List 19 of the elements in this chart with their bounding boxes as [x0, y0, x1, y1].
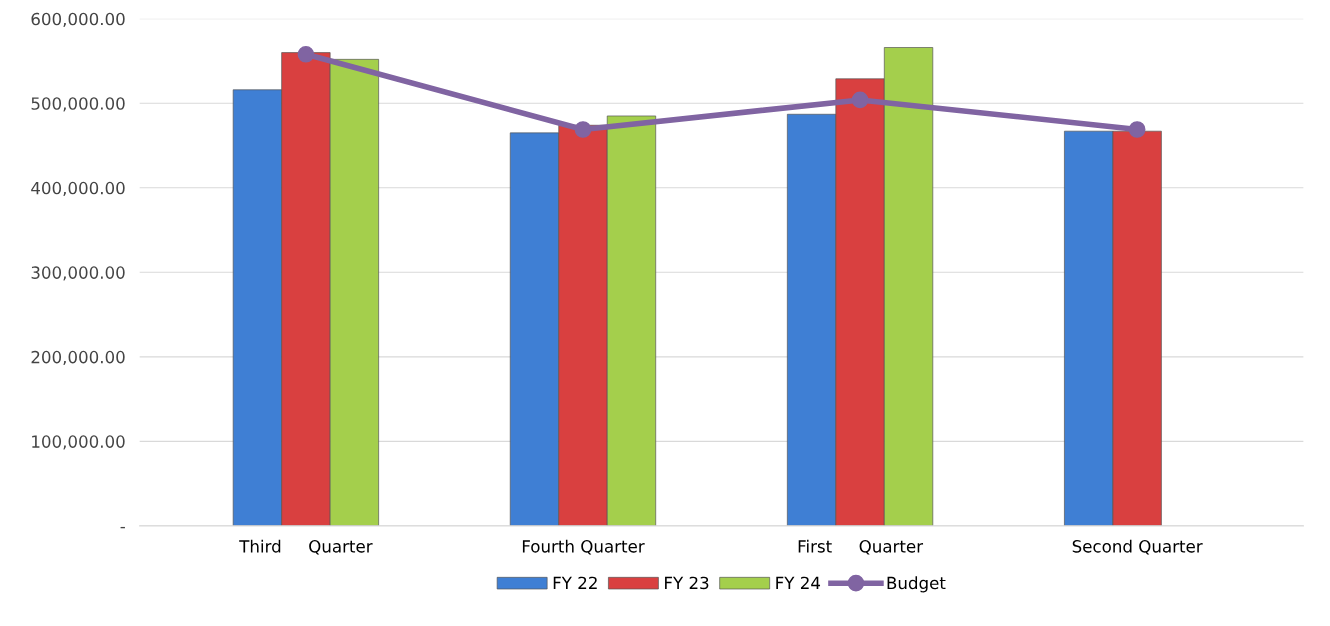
y-tick-label: 400,000.00: [31, 181, 125, 197]
y-tick-label: -: [120, 526, 125, 529]
x-tick-label: Fourth Quarter: [522, 539, 645, 555]
y-tick-label: 200,000.00: [31, 350, 125, 366]
y-tick-label: 100,000.00: [32, 435, 125, 450]
point: [851, 91, 869, 109]
y-tick-label: 300,000.00: [31, 266, 125, 281]
legend-label: FY 23: [665, 576, 709, 590]
x-tick-label: Second Quarter: [1072, 539, 1203, 555]
x-tick-label: First Quarter: [798, 539, 924, 555]
legend-label: Budget: [887, 576, 946, 593]
legend-label: FY 22: [553, 576, 597, 589]
point: [1128, 121, 1146, 138]
point: [574, 121, 592, 138]
y-tick-label: 500,000.00: [31, 97, 125, 112]
x-tick-label: Third Quarter: [239, 539, 373, 555]
y-tick-label: 600,000.00: [31, 12, 125, 28]
point: [297, 45, 315, 63]
legend-label: FY 24: [776, 576, 821, 589]
